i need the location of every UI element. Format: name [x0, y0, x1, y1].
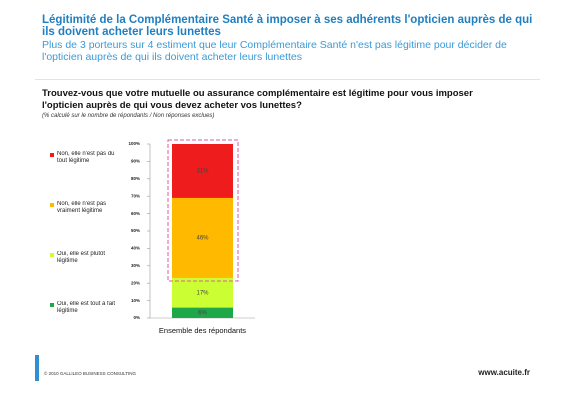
legend-label: Oui, elle est plutôt légitime: [57, 251, 106, 264]
legend-swatch: [50, 153, 54, 157]
bar-segment: [172, 307, 233, 318]
slide-title: Légitimité de la Complémentaire Santé à …: [42, 14, 533, 38]
legend-swatch: [50, 253, 54, 257]
footer-accent: [35, 355, 39, 381]
data-label: 31%: [196, 169, 209, 175]
y-tick-label: 40%: [131, 246, 140, 251]
y-tick-label: 0%: [133, 315, 140, 320]
y-tick-label: 30%: [131, 263, 140, 268]
y-tick-label: 10%: [131, 298, 140, 303]
bar-segment: [172, 197, 233, 278]
data-label: 6%: [198, 310, 207, 316]
legend-item: Oui, elle est tout à fait légitime: [57, 301, 116, 314]
legend-item: Non, elle n'est pas du tout légitime: [57, 151, 115, 164]
copyright: © 2010 GALLILEO BUSINESS CONSULTING: [44, 371, 137, 376]
legend-label: Non, elle n'est pas vraiment légitime: [57, 201, 107, 214]
x-tick-label: Ensemble des répondants: [159, 326, 246, 335]
legend-item: Non, elle n'est pas vraiment légitime: [57, 201, 107, 214]
accent: [35, 14, 38, 76]
bar-segment: [172, 277, 233, 308]
y-tick-label: 80%: [131, 176, 140, 181]
legend-label: Non, elle n'est pas du tout légitime: [57, 151, 115, 164]
y-tick-label: 50%: [131, 228, 140, 233]
data-label: 17%: [196, 290, 209, 296]
y-tick-label: 90%: [131, 159, 140, 164]
chart-title: Trouvez-vous que votre mutuelle ou assur…: [42, 88, 473, 111]
y-tick-label: 60%: [131, 211, 140, 216]
y-tick-label: 20%: [131, 280, 140, 285]
separator: [35, 79, 540, 80]
legend-swatch: [50, 203, 54, 207]
y-tick-label: 70%: [131, 193, 140, 198]
slide-subtitle: Plus de 3 porteurs sur 4 estiment que le…: [42, 39, 507, 63]
legend-swatch: [50, 303, 54, 307]
data-label: 46%: [196, 236, 209, 242]
website: www.acuite.fr: [478, 368, 530, 377]
bar-segment: [172, 144, 233, 198]
legend-label: Oui, elle est tout à fait légitime: [57, 301, 116, 314]
chart-note: (% calculé sur le nombre de répondants /…: [42, 113, 215, 119]
y-tick-label: 100%: [128, 141, 140, 146]
highlight-box: [167, 139, 239, 282]
legend-item: Oui, elle est plutôt légitime: [57, 251, 106, 264]
